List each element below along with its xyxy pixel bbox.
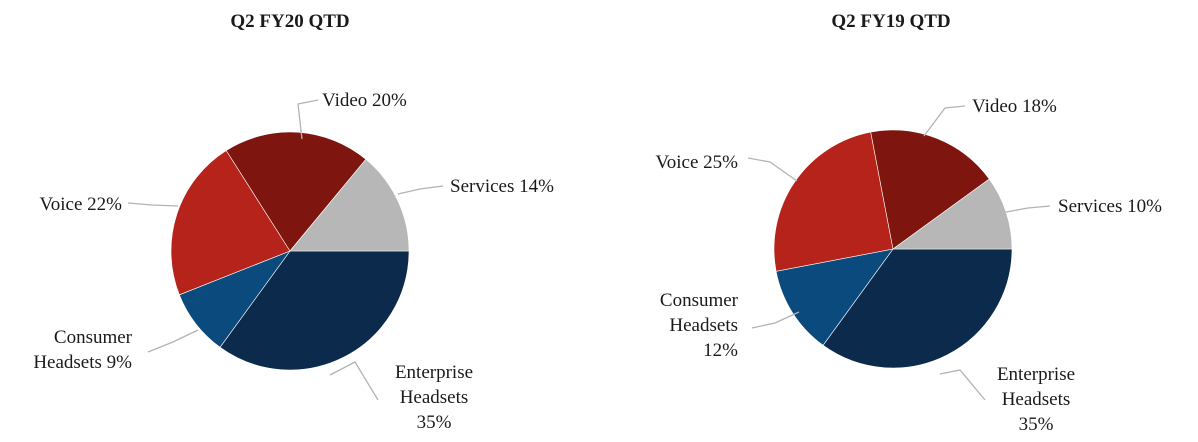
leader-line-services — [1005, 205, 1051, 213]
slice-label-line: Services 10% — [1058, 196, 1162, 217]
slice-label-video: Video 20% — [322, 90, 407, 111]
slice-label-line: Video 18% — [972, 96, 1057, 117]
slice-label-consumer-headsets: Consumer Headsets 12% — [660, 290, 739, 361]
slice-label-line: Services 14% — [450, 176, 554, 197]
leader-line-video — [297, 99, 319, 140]
leader-line-consumer-headsets — [751, 311, 800, 329]
slice-label-line: Headsets 9% — [33, 352, 132, 373]
pie-chart-2: Q2 FY19 QTD Enterprise Headsets 35% Consumer… — [656, 11, 1163, 435]
slice-label-line: Consumer — [660, 290, 739, 311]
pie-slice-voice — [773, 131, 894, 272]
slice-label-enterprise-headsets: Enterprise Headsets 35% — [395, 362, 473, 433]
slice-label-line: 35% — [1019, 414, 1054, 435]
slice-label-line: 12% — [703, 340, 738, 361]
leader-line-services — [397, 185, 444, 195]
slice-label-line: 35% — [417, 412, 452, 433]
pie-slice-enterprise-headsets — [822, 248, 1013, 369]
pie-slice-services — [289, 158, 410, 252]
pie-chart-1: Q2 FY20 QTD Enterprise Headsets 35% Consumer… — [33, 11, 554, 433]
slice-label-line: Enterprise — [997, 364, 1075, 385]
leader-line-voice — [747, 157, 798, 182]
slice-label-enterprise-headsets: Enterprise Headsets 35% — [997, 364, 1075, 435]
leader-line-enterprise-headsets — [329, 361, 379, 401]
slice-label-line: Voice 22% — [40, 194, 123, 215]
pie-slice-consumer-headsets — [775, 248, 894, 346]
chart-title: Q2 FY19 QTD — [831, 11, 950, 32]
leader-line-video — [923, 105, 966, 137]
leader-line-enterprise-headsets — [939, 369, 986, 401]
slice-label-line: Enterprise — [395, 362, 473, 383]
slice-label-line: Headsets — [1002, 389, 1071, 410]
slice-label-consumer-headsets: Consumer Headsets 9% — [33, 327, 132, 373]
pie-slice-video — [870, 129, 990, 250]
slice-label-voice: Voice 22% — [40, 194, 123, 215]
slice-label-line: Voice 25% — [656, 152, 739, 173]
slice-label-voice: Voice 25% — [656, 152, 739, 173]
pie-slice-enterprise-headsets — [219, 250, 410, 371]
slice-label-line: Headsets — [669, 315, 738, 336]
slice-label-line: Video 20% — [322, 90, 407, 111]
leader-line-voice — [127, 202, 179, 207]
leader-line-consumer-headsets — [147, 329, 199, 353]
slice-label-video: Video 18% — [972, 96, 1057, 117]
slice-label-services: Services 14% — [450, 176, 554, 197]
chart-title: Q2 FY20 QTD — [230, 11, 349, 32]
slice-label-services: Services 10% — [1058, 196, 1162, 217]
pie-slice-voice — [170, 150, 291, 296]
slice-label-line: Consumer — [54, 327, 133, 348]
slice-label-line: Headsets — [400, 387, 469, 408]
pie-slice-video — [225, 131, 367, 252]
